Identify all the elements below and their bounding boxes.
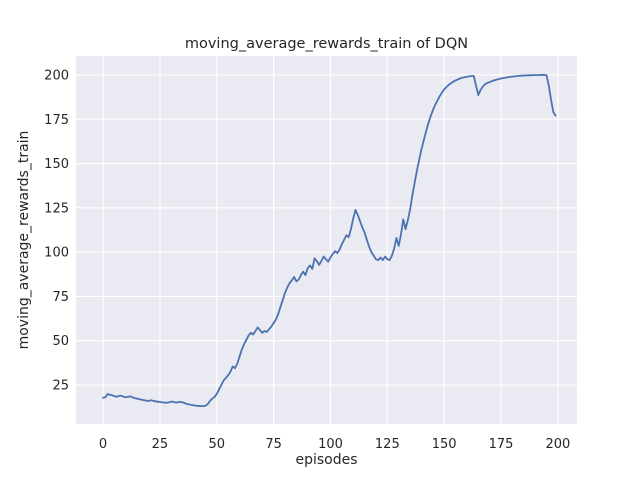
plot-area [76, 56, 577, 424]
y-tick-label: 100 [44, 246, 69, 261]
x-tick-label: 25 [152, 437, 169, 452]
x-tick-label: 75 [265, 437, 282, 452]
y-tick-label: 125 [44, 201, 69, 216]
y-tick-label: 150 [44, 157, 69, 172]
x-axis-label: episodes [295, 452, 357, 468]
x-tick-label: 0 [99, 437, 107, 452]
y-tick-label: 25 [52, 379, 69, 394]
x-axis-tick-labels: 0 25 50 75 100 125 150 175 200 [99, 437, 570, 452]
y-axis-tick-labels: 25 50 75 100 125 150 175 200 [44, 68, 69, 393]
reward-line-series [102, 74, 557, 408]
x-tick-label: 125 [375, 437, 400, 452]
y-tick-label: 50 [52, 334, 69, 349]
x-tick-label: 150 [432, 437, 457, 452]
x-tick-label: 100 [318, 437, 343, 452]
y-tick-label: 175 [44, 113, 69, 128]
x-tick-label: 200 [545, 437, 570, 452]
x-tick-label: 175 [489, 437, 514, 452]
y-tick-label: 75 [52, 290, 69, 305]
chart-title: moving_average_rewards_train of DQN [185, 36, 468, 52]
y-axis-label: moving_average_rewards_train [16, 131, 32, 350]
x-tick-label: 50 [208, 437, 225, 452]
gridlines [76, 56, 577, 424]
y-tick-label: 200 [44, 68, 69, 83]
